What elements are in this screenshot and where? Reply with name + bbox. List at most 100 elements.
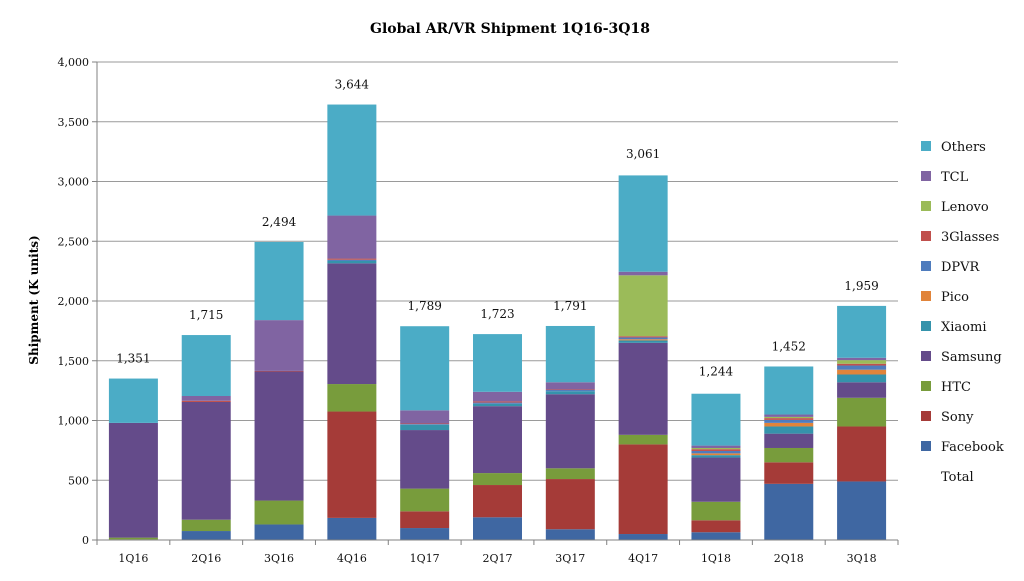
bar-segment-xiaomi-1q18 <box>691 455 741 458</box>
bar-segment-htc-3q17 <box>545 468 595 480</box>
bar-segment-others-2q18 <box>764 366 814 415</box>
bar-segment-others-2q17 <box>473 334 522 392</box>
bar-segment-pico-2q18 <box>764 422 814 427</box>
bar-segment-htc-3q16 <box>254 500 304 525</box>
bar-segment-htc-1q18 <box>691 501 741 521</box>
y-tick-label: 4,000 <box>58 56 90 69</box>
bar-segment-sony-2q17 <box>473 485 522 518</box>
legend-label-pico: Pico <box>941 290 969 305</box>
bar-segment-sony-4q17 <box>618 444 668 535</box>
legend-label-facebook: Facebook <box>941 440 1004 455</box>
bar-segment-lenovo-3q18 <box>837 360 887 364</box>
bar-segment-others-4q17 <box>618 175 668 272</box>
bar-segment-others-1q18 <box>691 393 741 446</box>
total-label: 1,959 <box>844 279 878 293</box>
x-tick-label: 2Q18 <box>774 552 804 565</box>
bar-segment-sony-1q18 <box>691 520 741 533</box>
bar-segment-htc-3q18 <box>837 397 887 427</box>
y-tick-label: 500 <box>68 474 89 487</box>
total-label: 3,061 <box>626 147 660 161</box>
legend-label-xiaomi: Xiaomi <box>941 320 986 335</box>
bar-segment-others-1q16 <box>108 378 158 423</box>
legend-swatch-pico <box>921 291 931 301</box>
bar-segment-tcl-3q16 <box>254 320 304 371</box>
total-label: 1,452 <box>772 339 806 353</box>
bar-segment-samsung-4q16 <box>327 263 377 385</box>
bar-segment-tcl-4q16 <box>327 215 377 259</box>
legend-swatch-xiaomi <box>921 321 931 331</box>
bar-segment-dpvr-2q17 <box>473 402 522 404</box>
y-tick-label: 0 <box>82 534 89 547</box>
legend-swatch-others <box>921 141 931 151</box>
legend-label-sony: Sony <box>941 410 974 425</box>
bar-segment-samsung-1q16 <box>108 422 158 538</box>
bar-segment-facebook-2q17 <box>473 517 522 540</box>
total-label: 1,244 <box>699 364 734 378</box>
bar-segment-samsung-4q17 <box>618 342 668 435</box>
bar-segment-dpvr-3q17 <box>545 390 595 392</box>
legend-swatch-lenovo <box>921 201 931 211</box>
bar-segment-tcl-4q17 <box>618 271 668 276</box>
bar-segment-sony-3q17 <box>545 479 595 530</box>
bar-segment-samsung-3q18 <box>837 382 887 398</box>
bar-segment-xiaomi-3q18 <box>837 374 887 383</box>
bar-segment-3glasses-4q17 <box>618 336 668 338</box>
y-tick-label: 2,000 <box>58 295 90 308</box>
legend-swatch-sony <box>921 411 931 421</box>
legend-swatch-tcl <box>921 171 931 181</box>
bar-segment-xiaomi-2q17 <box>473 403 522 407</box>
y-axis-label: Shipment (K units) <box>27 235 41 364</box>
legend-label-tcl: TCL <box>941 170 969 185</box>
axes: 0 500 1,000 1,500 2,000 2,500 3,000 3,500 4,000 1… <box>58 56 899 565</box>
bar-segment-facebook-2q18 <box>764 483 814 540</box>
bar-segment-facebook-2q16 <box>181 531 231 540</box>
bar-segment-tcl-1q17 <box>400 410 450 424</box>
bar-segment-others-3q18 <box>837 305 887 358</box>
bar-segment-pico-4q17 <box>618 339 668 341</box>
bar-segment-sony-4q16 <box>327 411 377 518</box>
bar-segment-others-3q16 <box>254 241 304 321</box>
total-label: 1,723 <box>480 307 514 321</box>
bar-segment-tcl-2q16 <box>181 396 231 401</box>
x-tick-label: 1Q16 <box>118 552 148 565</box>
x-tick-label: 3Q16 <box>264 552 294 565</box>
x-tick-label: 1Q18 <box>701 552 731 565</box>
total-label: 1,791 <box>553 299 587 313</box>
bar-segment-facebook-3q16 <box>254 524 304 540</box>
bar-segment-dpvr-2q18 <box>764 419 814 423</box>
bar-segment-lenovo-2q18 <box>764 416 814 419</box>
legend-label-total: Total <box>941 470 974 485</box>
bar-segment-samsung-3q17 <box>545 394 595 469</box>
bar-segment-3glasses-4q16 <box>327 258 377 260</box>
legend-swatch-htc <box>921 381 931 391</box>
bar-segment-dpvr-1q17 <box>400 424 450 425</box>
bar-segment-facebook-4q16 <box>327 517 377 540</box>
bar-segment-xiaomi-4q16 <box>327 260 377 264</box>
total-label: 3,644 <box>335 78 370 92</box>
bar-segment-tcl-1q18 <box>691 445 741 448</box>
bar-segment-facebook-3q17 <box>545 529 595 540</box>
legend-swatch-3glasses <box>921 231 931 241</box>
legend-swatch-samsung <box>921 351 931 361</box>
bar-segment-sony-2q18 <box>764 462 814 484</box>
bar-segment-dpvr-4q16 <box>327 259 377 261</box>
legend: Others TCL Lenovo 3Glasses DPVR Pico Xiaomi Sam… <box>921 140 1004 485</box>
y-tick-label: 3,000 <box>58 176 90 189</box>
bar-segment-dpvr-3q18 <box>837 365 887 370</box>
bar-segment-samsung-1q17 <box>400 430 450 489</box>
x-tick-label: 4Q17 <box>628 552 658 565</box>
bar-segment-others-4q16 <box>327 104 377 216</box>
bar-segment-xiaomi-3q17 <box>545 391 595 395</box>
bar-segment-samsung-2q16 <box>181 401 231 520</box>
bar-segment-lenovo-1q18 <box>691 447 741 450</box>
y-tick-label: 3,500 <box>58 116 90 129</box>
bar-segment-facebook-3q18 <box>837 481 887 540</box>
bar-segment-xiaomi-2q18 <box>764 426 814 434</box>
bar-segment-3glasses-3q17 <box>545 389 595 391</box>
total-label: 1,715 <box>189 308 223 322</box>
bar-segment-3glasses-3q18 <box>837 363 887 366</box>
bar-segment-xiaomi-1q17 <box>400 424 450 431</box>
bar-segment-3glasses-2q16 <box>181 400 231 402</box>
bar-segment-pico-3q18 <box>837 369 887 375</box>
